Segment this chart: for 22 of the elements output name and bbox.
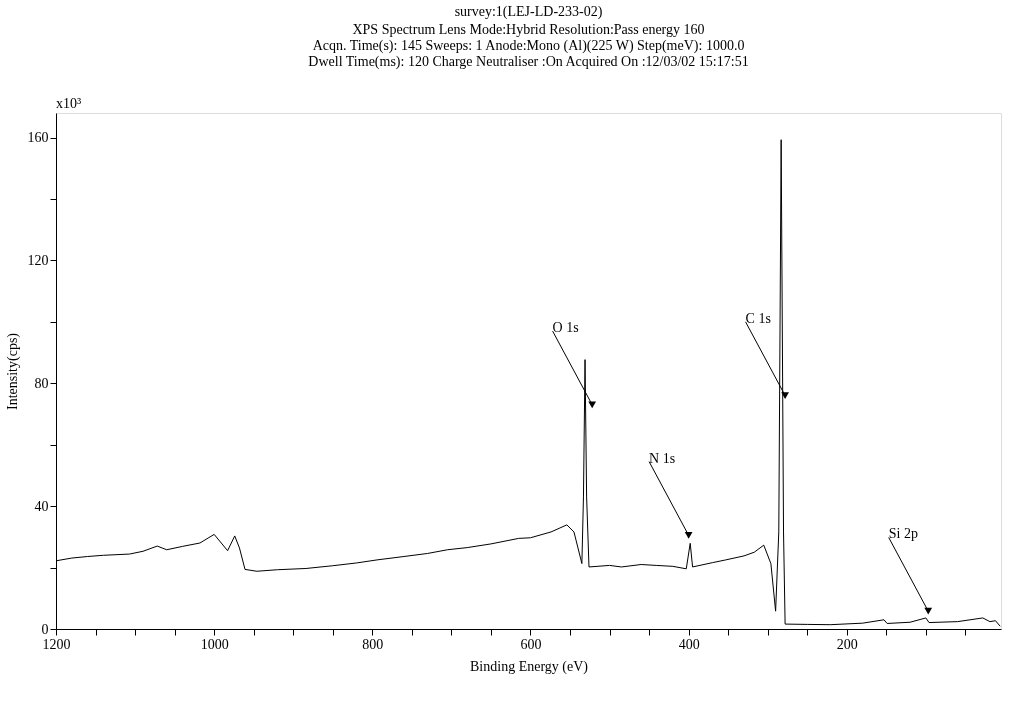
x-tick-label: 600 [520,636,542,652]
y-tick-label: 40 [34,498,49,514]
x-tick-label: 800 [362,636,384,652]
y-axis-title: Intensity(cps) [4,332,21,410]
x-tick-label: 400 [678,636,700,652]
x-axis-title: Binding Energy (eV) [470,658,589,675]
x-tick-label: 1000 [200,636,229,652]
chart-title: survey:1(LEJ-LD-233-02) [454,4,603,20]
text: Dwell Time(ms): 120 Charge Neutraliser :On Acquired On :12/03/02 15:17:51 [308,54,749,69]
text: Acqn. Time(s): 145 Sweeps: 1 Anode:Mono (Al)(225 W) Step(meV): 1000.0 [312,38,745,53]
text: x10³ [56,96,82,111]
annotation: N 1s [649,450,676,466]
y-tick-label: 160 [27,130,49,146]
annotation: O 1s [552,320,579,336]
y-tick-label: 120 [27,252,49,268]
annotation: Si 2p [888,526,918,542]
y-tick-label: 80 [34,375,49,391]
x-tick-label: 200 [836,636,858,652]
text: XPS Spectrum Lens Mode:Hybrid Resolution:Pass energy 160 [352,22,705,37]
annotation: C 1s [745,310,771,326]
y-tick-label: 0 [41,621,49,637]
x-tick-label: 1200 [42,636,71,652]
